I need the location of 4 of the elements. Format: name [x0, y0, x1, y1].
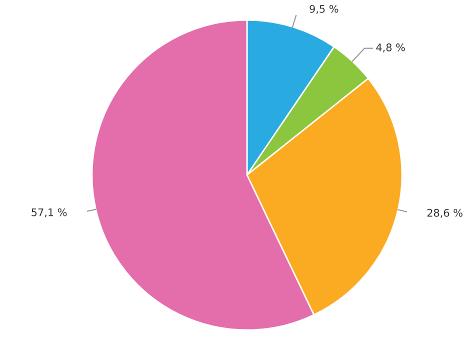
data-label: 4,8 %	[376, 43, 405, 52]
data-label: 28,6 %	[427, 208, 462, 218]
data-label: 9,5 %	[310, 4, 338, 14]
data-label: 57,1 %	[32, 208, 67, 218]
